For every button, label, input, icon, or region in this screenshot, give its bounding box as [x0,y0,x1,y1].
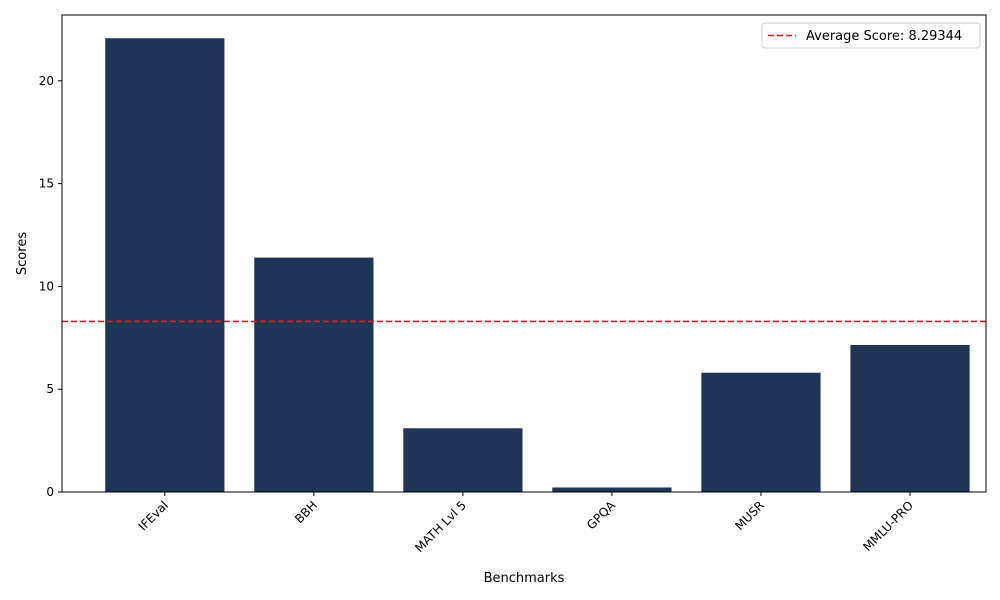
x-axis-title: Benchmarks [484,571,565,586]
bars-layer [105,38,970,493]
legend: Average Score: 8.29344 [761,22,981,49]
legend-label-average: Average Score: 8.29344 [806,29,962,44]
plot-frame [61,14,987,493]
x-tick-label: IFEval [136,498,171,533]
y-tick-label: 0 [46,485,54,499]
bar-mmlu-pro [850,344,970,492]
bar-ifeval [105,38,225,493]
y-axis-title: Scores [15,232,30,275]
y-tick-label: 5 [46,382,54,396]
x-tick-label: MMLU-PRO [860,498,916,554]
y-tick-label: 10 [39,279,54,293]
y-tick-label: 20 [39,74,54,88]
x-axis-ticks: IFEval BBH MATH Lvl 5 GPQA MUSR MMLU-PRO [136,492,916,555]
x-tick-label: MUSR [732,498,767,533]
y-tick-label: 15 [39,177,54,191]
x-tick-label: MATH Lvl 5 [412,498,469,555]
y-axis-ticks: 0 5 10 15 20 [39,74,62,499]
bar-gpqa [552,487,672,492]
x-tick-label: BBH [292,498,320,526]
bar-musr [701,372,821,492]
legend-box [761,22,981,49]
x-tick-label: GPQA [584,498,619,533]
bar-bbh [254,257,374,492]
bar-math-lvl-5 [403,428,523,492]
